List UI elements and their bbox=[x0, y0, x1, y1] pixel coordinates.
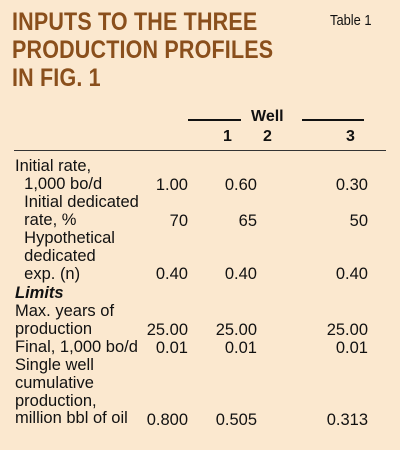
header-dash-right bbox=[302, 119, 364, 121]
header-rule bbox=[14, 150, 386, 151]
cell-final-rate-well-1: 0.01 bbox=[155, 339, 188, 357]
row-label-line: exp. (n) bbox=[15, 264, 81, 283]
well-group-label: Well bbox=[251, 108, 284, 125]
cell-final-rate-well-3: 0.01 bbox=[335, 339, 368, 357]
row-label-line: dedicated bbox=[15, 246, 96, 265]
cell-initial-rate-well-3: 0.30 bbox=[335, 176, 368, 194]
section-label-limits: Limits bbox=[15, 284, 64, 302]
cell-hypothetical-exp-well-3: 0.40 bbox=[335, 265, 368, 283]
well-column-group-header: Well bbox=[188, 108, 364, 128]
cell-max-years-well-2: 25.00 bbox=[215, 321, 257, 339]
row-label-cumulative-production: Single well cumulative production, milli… bbox=[15, 356, 128, 428]
row-label-initial-rate: Initial rate, 1,000 bo/d bbox=[15, 157, 103, 194]
table-number-label: Table 1 bbox=[330, 12, 372, 29]
row-label-line: production, bbox=[15, 391, 97, 410]
cell-max-years-well-1: 25.00 bbox=[146, 321, 188, 339]
title-line-2: PRODUCTION PROFILES bbox=[12, 36, 274, 64]
cell-initial-dedicated-rate-well-1: 70 bbox=[169, 212, 188, 230]
row-label-max-years: Max. years of production bbox=[15, 302, 115, 339]
row-label-line: Hypothetical bbox=[15, 229, 115, 247]
cell-cumulative-production-well-3: 0.313 bbox=[326, 411, 368, 429]
row-label-line: Initial rate, bbox=[15, 157, 92, 175]
cell-hypothetical-exp-well-2: 0.40 bbox=[224, 265, 257, 283]
cell-initial-rate-well-1: 1.00 bbox=[155, 176, 188, 194]
row-label-line: Initial dedicated bbox=[15, 193, 139, 211]
row-label-line: million bbl of oil bbox=[15, 409, 128, 428]
row-label-line: cumulative bbox=[15, 373, 94, 392]
title-line-1: INPUTS TO THE THREE bbox=[12, 8, 258, 36]
row-label-line: production bbox=[15, 319, 93, 338]
row-label-line: Single well bbox=[15, 356, 94, 374]
table-title: INPUTS TO THE THREE PRODUCTION PROFILES … bbox=[12, 8, 296, 92]
cell-final-rate-well-2: 0.01 bbox=[224, 339, 257, 357]
title-line-3: IN FIG. 1 bbox=[12, 64, 101, 92]
row-label-hypothetical-dedicated-exp: Hypothetical dedicated exp. (n) bbox=[15, 229, 115, 283]
column-header-well-2: 2 bbox=[263, 128, 272, 145]
cell-cumulative-production-well-2: 0.505 bbox=[215, 411, 257, 429]
cell-initial-rate-well-2: 0.60 bbox=[224, 176, 257, 194]
cell-cumulative-production-well-1: 0.800 bbox=[146, 411, 188, 429]
row-label-initial-dedicated-rate: Initial dedicated rate, % bbox=[15, 193, 139, 230]
cell-initial-dedicated-rate-well-3: 50 bbox=[349, 212, 368, 230]
row-label-line: rate, % bbox=[15, 210, 77, 229]
cell-max-years-well-3: 25.00 bbox=[326, 321, 368, 339]
row-label-line: Max. years of bbox=[15, 302, 115, 320]
cell-initial-dedicated-rate-well-2: 65 bbox=[238, 212, 257, 230]
row-label-final-rate: Final, 1,000 bo/d bbox=[15, 338, 138, 357]
column-header-well-1: 1 bbox=[223, 128, 232, 145]
cell-hypothetical-exp-well-1: 0.40 bbox=[155, 265, 188, 283]
row-label-line: Final, 1,000 bo/d bbox=[15, 338, 138, 356]
header-dash-left bbox=[188, 119, 241, 121]
column-header-well-3: 3 bbox=[346, 128, 355, 145]
row-label-line: 1,000 bo/d bbox=[15, 174, 103, 193]
